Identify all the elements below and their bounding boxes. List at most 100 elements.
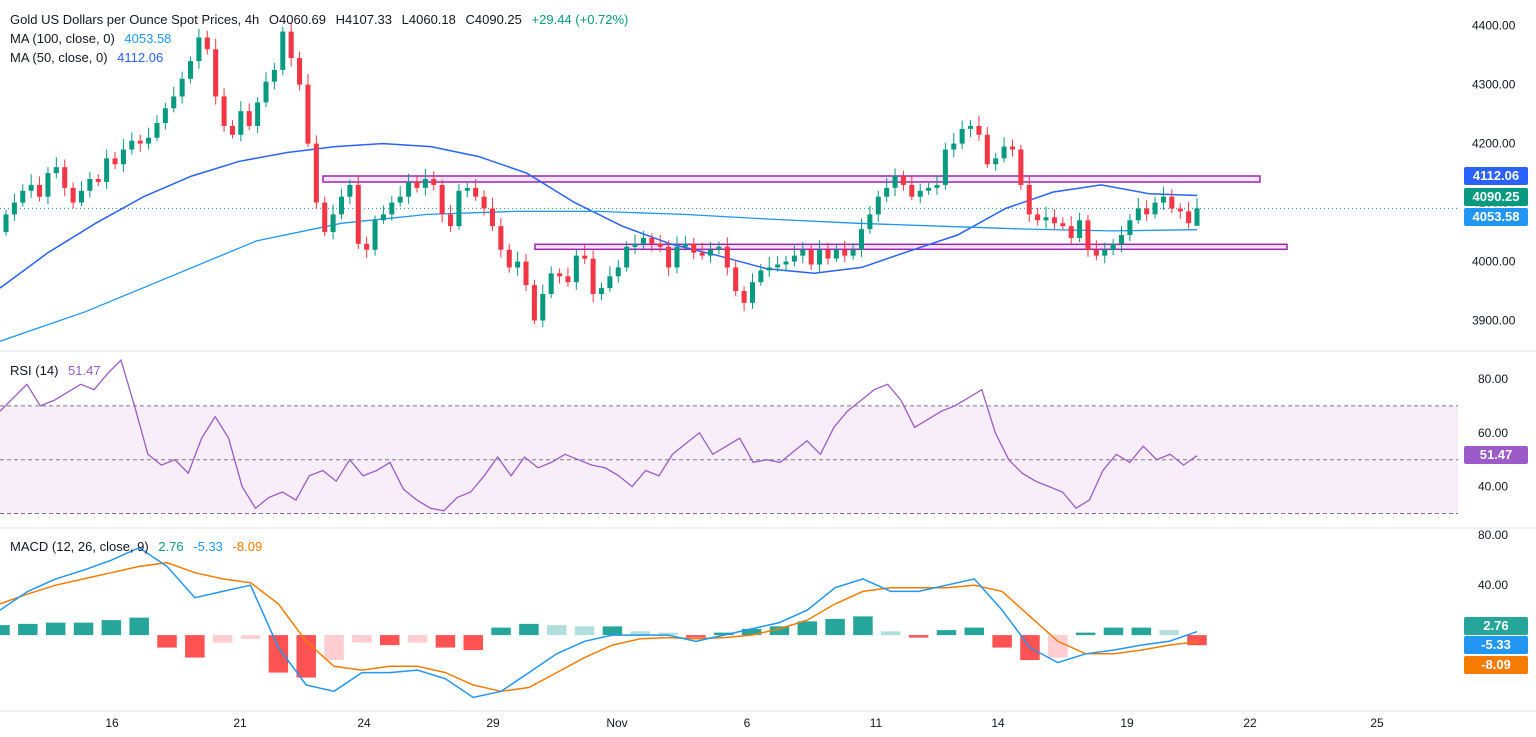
candle-body [322, 202, 328, 233]
candle-body [1085, 220, 1091, 250]
candle-body [724, 246, 730, 268]
candle-body [968, 125, 974, 129]
candle-body [825, 249, 831, 259]
candle-body [666, 246, 672, 268]
macd-histogram-bar [1048, 635, 1068, 658]
candle-body [850, 249, 856, 256]
candle-body [1118, 235, 1125, 244]
rsi-tick-label: 60.00 [1478, 426, 1508, 440]
macd-histogram-bar [741, 628, 762, 636]
candle-body [355, 184, 361, 244]
price-levels [0, 175, 1458, 251]
candle-body [607, 276, 613, 289]
chart-title: Gold US Dollars per Ounce Spot Prices, 4… [10, 12, 260, 27]
macd-histogram-bar [1103, 627, 1124, 636]
macd-histogram-bar [240, 635, 261, 639]
date-tick-label: Nov [606, 716, 627, 730]
macd-histogram-bar [686, 635, 706, 638]
candle-body [1026, 184, 1032, 215]
price-tick-label: 4200.00 [1472, 137, 1516, 151]
macd-tick-label: 80.00 [1478, 528, 1508, 542]
candle-body [288, 31, 294, 59]
candle-body [900, 176, 906, 185]
candle-body [766, 267, 772, 271]
candle-body [741, 291, 747, 303]
macd-histogram-bar [268, 635, 289, 673]
candle-body [464, 187, 470, 191]
macd-histogram-bar [101, 620, 122, 636]
macd-histogram-bar [574, 626, 595, 636]
candle-body [657, 243, 663, 247]
candle-body [951, 143, 957, 150]
candle-body [263, 81, 269, 103]
candle-body [1068, 226, 1074, 238]
candle-body [45, 173, 51, 197]
candle-body [515, 261, 521, 268]
candle-body [875, 196, 881, 215]
candle-body [188, 61, 194, 79]
ma100-legend[interactable]: MA (100, close, 0) 4053.58 [10, 29, 177, 48]
macd-histogram-bar [1075, 632, 1096, 636]
candle-body [1186, 211, 1192, 224]
rsi-tick-label: 40.00 [1478, 480, 1508, 494]
macd-histogram-bar [769, 626, 790, 636]
date-tick-label: 11 [870, 716, 883, 730]
signal-legend-value: -5.33 [193, 539, 223, 554]
candle-body [62, 167, 68, 188]
candle-body [389, 202, 395, 215]
candle-body [833, 249, 839, 259]
candle-body [87, 179, 93, 191]
candle-body [297, 58, 303, 85]
candle-body [196, 37, 202, 62]
date-tick-label: 22 [1243, 716, 1257, 730]
candle-body [338, 196, 345, 215]
rsi-line [0, 358, 1198, 512]
last-price-tag: 4090.25 [1464, 188, 1528, 206]
candle-body [112, 158, 118, 165]
macd-histogram-bar [407, 635, 428, 643]
candle-body [179, 78, 185, 97]
candle-body [11, 202, 17, 215]
candle-body [1110, 243, 1116, 250]
candle-body [1194, 208, 1200, 226]
price-tick-label: 3900.00 [1472, 314, 1516, 328]
candle-body [1093, 249, 1099, 256]
date-tick-label: 14 [991, 716, 1005, 730]
candle-body [280, 31, 286, 70]
macd-histogram-bar [352, 635, 372, 643]
candle-body [540, 293, 546, 321]
macd-histogram-bar [1159, 630, 1179, 636]
candle-body [1035, 214, 1041, 221]
macd-legend[interactable]: MACD (12, 26, close, 9) 2.76 -5.33 -8.09 [10, 537, 268, 556]
grid [0, 350, 1536, 712]
price-tick-label: 4300.00 [1472, 78, 1516, 92]
hist-value-tag: -8.09 [1464, 656, 1528, 674]
ma100-value: 4053.58 [124, 31, 172, 46]
macd-histogram-bar [630, 631, 650, 636]
candle-body [439, 184, 445, 215]
candle-body [716, 246, 722, 250]
macd-value-tag: 2.76 [1464, 617, 1528, 635]
candle-body [708, 249, 714, 256]
date-tick-label: 21 [233, 716, 247, 730]
ma50-line [0, 142, 1198, 289]
macd-histogram-bar [992, 635, 1012, 648]
candle-body [213, 49, 219, 97]
ma50-price-tag: 4112.06 [1464, 167, 1528, 185]
candle-body [926, 187, 932, 191]
candle-body [120, 149, 126, 165]
candle-body [817, 249, 823, 265]
candle-body [1009, 146, 1015, 150]
candle-body [20, 190, 26, 203]
candle-body [305, 84, 311, 144]
rsi-legend[interactable]: RSI (14) 51.47 [10, 361, 107, 380]
candle-body [758, 270, 764, 283]
ohlc-low: L4060.18 [401, 12, 456, 27]
candle-body [448, 214, 454, 227]
ma50-legend[interactable]: MA (50, close, 0) 4112.06 [10, 48, 169, 67]
candle-body [867, 214, 873, 230]
candle-body [221, 96, 227, 126]
candle-body [78, 190, 85, 203]
candle-body [1144, 208, 1150, 215]
